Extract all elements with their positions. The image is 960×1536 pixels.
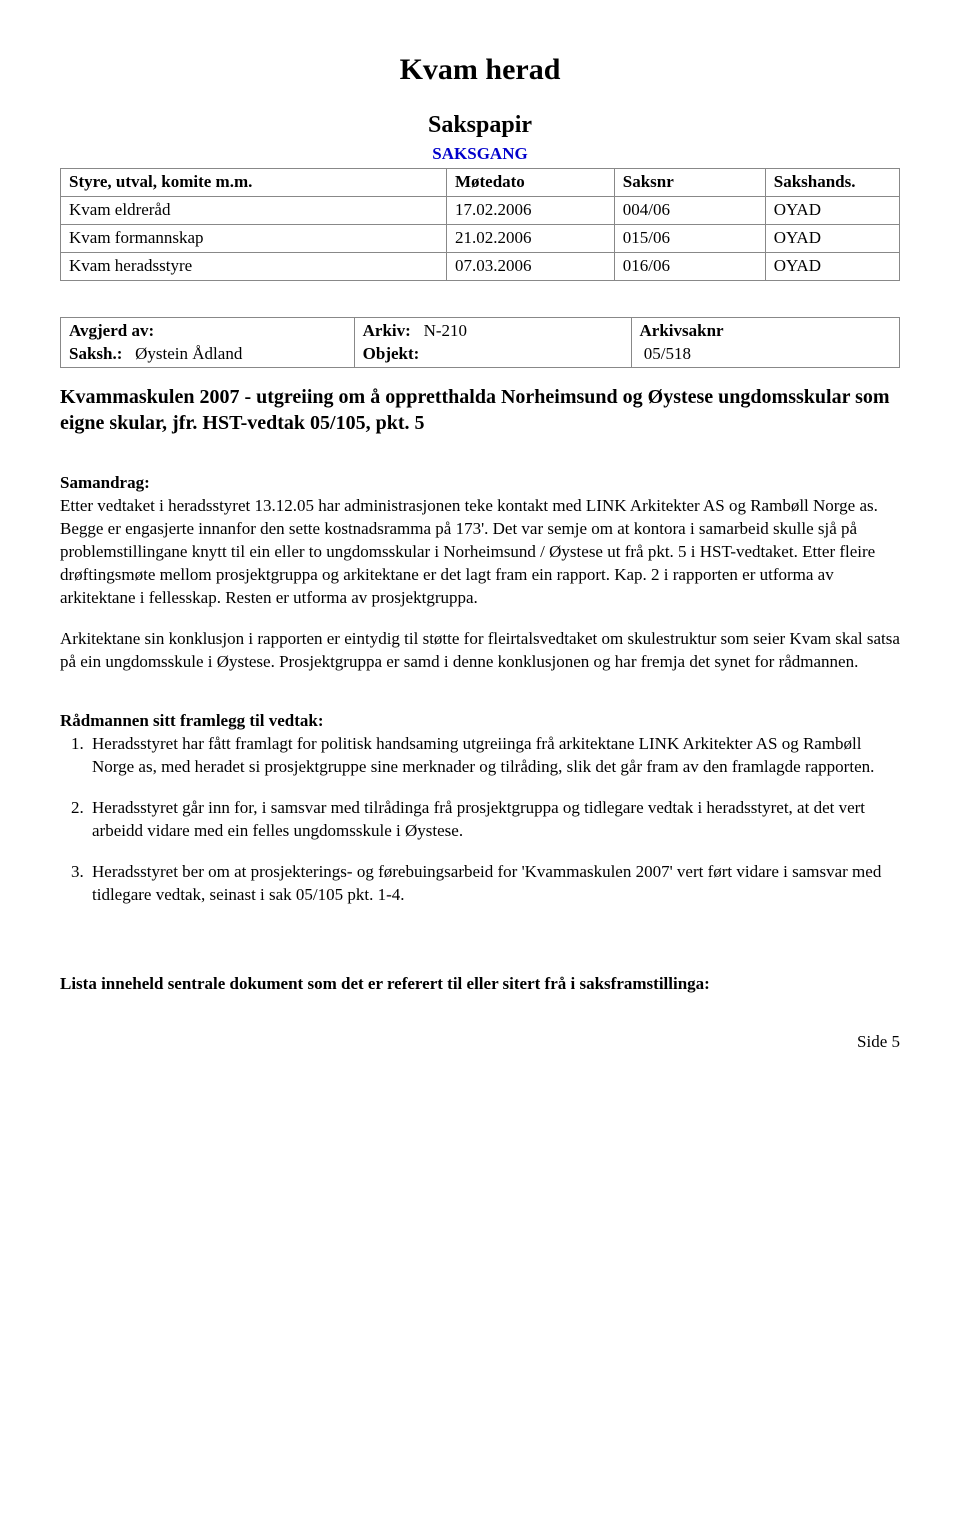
samandrag-heading: Samandrag: (60, 472, 900, 495)
page-number: Side 5 (60, 1031, 900, 1054)
arkivsaknr-label: Arkivsaknr (640, 321, 724, 340)
saksgang-label: SAKSGANG (60, 143, 900, 166)
reference-table: Avgjerd av: Saksh.: Øystein Ådland Arkiv… (60, 317, 900, 369)
cell-hands: OYAD (765, 224, 899, 252)
col-hands: Sakshands. (765, 168, 899, 196)
cell-arkiv: Arkiv: N-210 Objekt: (354, 317, 631, 368)
arkiv-value: N-210 (424, 321, 467, 340)
cell-hands: OYAD (765, 196, 899, 224)
list-item: Heradsstyret går inn for, i samsvar med … (88, 797, 900, 843)
samandrag-section: Samandrag: Etter vedtaket i heradsstyret… (60, 472, 900, 674)
cell-avgjerd: Avgjerd av: Saksh.: Øystein Ådland (61, 317, 355, 368)
cell-name: Kvam heradsstyre (61, 252, 447, 280)
samandrag-p2: Arkitektane sin konklusjon i rapporten e… (60, 628, 900, 674)
cell-saksnr: 016/06 (614, 252, 765, 280)
cell-dato: 21.02.2006 (446, 224, 614, 252)
document-subtitle: Sakspapir (60, 109, 900, 141)
lista-heading: Lista inneheld sentrale dokument som det… (60, 973, 900, 996)
saksh-label: Saksh.: (69, 344, 122, 363)
saksgang-table: Styre, utval, komite m.m. Møtedato Saksn… (60, 168, 900, 281)
cell-saksnr: 015/06 (614, 224, 765, 252)
objekt-label: Objekt: (363, 344, 420, 363)
framlegg-list: Heradsstyret har fått framlagt for polit… (60, 733, 900, 907)
cell-name: Kvam eldreråd (61, 196, 447, 224)
framlegg-heading: Rådmannen sitt framlegg til vedtak: (60, 710, 900, 733)
cell-dato: 17.02.2006 (446, 196, 614, 224)
arkivsaknr-value: 05/518 (644, 344, 691, 363)
table-row: Avgjerd av: Saksh.: Øystein Ådland Arkiv… (61, 317, 900, 368)
cell-arkivsaknr: Arkivsaknr 05/518 (631, 317, 900, 368)
arkiv-label: Arkiv: (363, 321, 411, 340)
document-title: Kvam herad (60, 50, 900, 91)
list-item: Heradsstyret har fått framlagt for polit… (88, 733, 900, 779)
samandrag-p1: Etter vedtaket i heradsstyret 13.12.05 h… (60, 495, 900, 610)
list-item: Heradsstyret ber om at prosjekterings- o… (88, 861, 900, 907)
cell-name: Kvam formannskap (61, 224, 447, 252)
table-row: Kvam formannskap 21.02.2006 015/06 OYAD (61, 224, 900, 252)
cell-hands: OYAD (765, 252, 899, 280)
col-dato: Møtedato (446, 168, 614, 196)
saksh-name: Øystein Ådland (135, 344, 242, 363)
table-header-row: Styre, utval, komite m.m. Møtedato Saksn… (61, 168, 900, 196)
table-row: Kvam heradsstyre 07.03.2006 016/06 OYAD (61, 252, 900, 280)
cell-saksnr: 004/06 (614, 196, 765, 224)
cell-dato: 07.03.2006 (446, 252, 614, 280)
case-title: Kvammaskulen 2007 - utgreiing om å oppre… (60, 384, 900, 436)
col-styre: Styre, utval, komite m.m. (61, 168, 447, 196)
avgjerd-label: Avgjerd av: (69, 321, 154, 340)
table-row: Kvam eldreråd 17.02.2006 004/06 OYAD (61, 196, 900, 224)
col-saksnr: Saksnr (614, 168, 765, 196)
